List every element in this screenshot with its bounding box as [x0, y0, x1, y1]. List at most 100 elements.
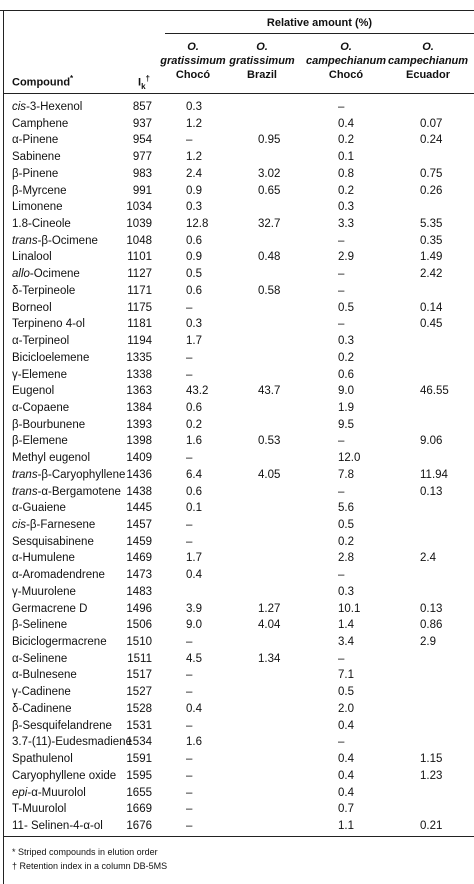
retention-index: 1338	[126, 368, 152, 381]
amount: 0.8	[338, 167, 354, 180]
header-origin: Chocó	[175, 69, 211, 81]
amount: 7.1	[338, 669, 354, 682]
compound: β-Pinene	[12, 167, 59, 180]
retention-index: 1039	[126, 218, 152, 231]
amount: 3.9	[186, 602, 202, 615]
amount: 0.6	[186, 284, 202, 297]
amount: 0.2	[338, 184, 354, 197]
left-border	[3, 10, 4, 884]
amount: –	[186, 819, 193, 832]
amount: 2.9	[338, 251, 354, 264]
compound: β-Selinene	[12, 619, 68, 632]
retention-index: 1127	[127, 268, 152, 281]
amount: 4.5	[186, 652, 202, 665]
compound: Germacrene D	[12, 602, 88, 615]
compound: α-Humulene	[12, 552, 75, 565]
header-origin: Ecuador	[405, 69, 450, 81]
compound: γ-Muurolene	[12, 585, 76, 598]
header-species: campechianum	[305, 55, 387, 67]
amount: 0.4	[186, 702, 202, 715]
amount: 3.3	[338, 218, 354, 231]
amount: 0.21	[420, 819, 443, 832]
bottom-rule	[4, 836, 474, 837]
amount: –	[338, 485, 345, 498]
retention-index: 1459	[126, 535, 152, 548]
amount: 0.5	[338, 686, 354, 699]
amount: 0.3	[186, 318, 202, 331]
amount: 0.2	[338, 535, 354, 548]
amount: 0.86	[420, 619, 443, 632]
amount: –	[186, 786, 193, 799]
amount: 32.7	[258, 218, 281, 231]
amount: 0.5	[338, 519, 354, 531]
compound: α-Selinene	[12, 652, 68, 665]
amount: –	[186, 753, 193, 766]
header-text: I	[138, 76, 142, 89]
compound: Bicicloelemene	[12, 351, 90, 364]
amount: 2.4	[420, 552, 436, 565]
amount: 0.48	[258, 251, 281, 264]
header-rule	[4, 93, 474, 94]
amount: 1.2	[186, 151, 202, 164]
compound: Linalool	[12, 251, 52, 264]
compound-prefix: epi	[12, 786, 28, 799]
amount: –	[186, 368, 193, 381]
amount: 4.05	[258, 468, 281, 481]
compound: Eugenol	[12, 385, 55, 398]
group-header: Relative amount (%)	[266, 17, 373, 29]
amount: 0.4	[186, 569, 202, 582]
retention-index: 1527	[126, 686, 152, 699]
amount: –	[186, 669, 193, 682]
amount: –	[338, 234, 345, 247]
header-species: campechianum	[387, 55, 469, 67]
amount: –	[186, 686, 193, 699]
compound: γ-Cadinene	[12, 686, 71, 699]
retention-index: 857	[132, 101, 152, 113]
compound: Limonene	[12, 201, 63, 214]
amount: 10.1	[338, 602, 361, 615]
compound: Sabinene	[12, 151, 61, 164]
amount: 0.35	[420, 234, 443, 247]
retention-index: 1506	[126, 619, 152, 632]
compound: trans-β-Ocimene	[12, 234, 98, 248]
amount: 0.1	[186, 502, 202, 515]
amount: 43.2	[186, 385, 209, 398]
amount: 0.5	[338, 301, 354, 314]
amount: 0.2	[338, 134, 354, 147]
retention-index: 1517	[126, 669, 152, 682]
amount: 1.1	[338, 819, 354, 832]
compound: 3.7-(11)-Eudesmadiene	[12, 736, 132, 749]
amount: 0.75	[420, 167, 443, 180]
amount: 0.6	[186, 485, 202, 498]
compound-prefix: trans	[12, 468, 38, 481]
header-genus: O.	[256, 41, 268, 53]
compound-name: -3-Hexenol	[26, 101, 83, 113]
amount: 1.15	[420, 753, 443, 766]
amount: –	[338, 268, 345, 281]
retention-index: 1511	[127, 652, 152, 665]
amount: 1.34	[258, 652, 281, 665]
amount: 0.5	[186, 268, 202, 281]
compound-prefix: trans	[12, 485, 38, 498]
amount: –	[186, 636, 193, 649]
amount: 7.8	[338, 468, 354, 481]
amount: 0.4	[338, 786, 354, 799]
retention-index: 1669	[126, 803, 152, 816]
amount: 0.9	[186, 184, 202, 197]
amount: –	[338, 569, 345, 582]
amount: 0.3	[186, 101, 202, 113]
amount: 0.24	[420, 134, 443, 147]
compound: Borneol	[12, 301, 52, 314]
amount: –	[338, 435, 345, 448]
header-sub: k	[141, 81, 146, 91]
amount: –	[338, 736, 345, 749]
retention-index: 1531	[126, 719, 152, 732]
compound: α-Terpineol	[12, 335, 70, 348]
compound: α-Pinene	[12, 134, 59, 147]
amount: 2.8	[338, 552, 354, 565]
retention-index: 1194	[127, 335, 152, 348]
footnote: † Retention index in a column DB-5MS	[12, 861, 168, 871]
amount: 1.6	[186, 736, 202, 749]
amount: 0.6	[338, 368, 354, 381]
